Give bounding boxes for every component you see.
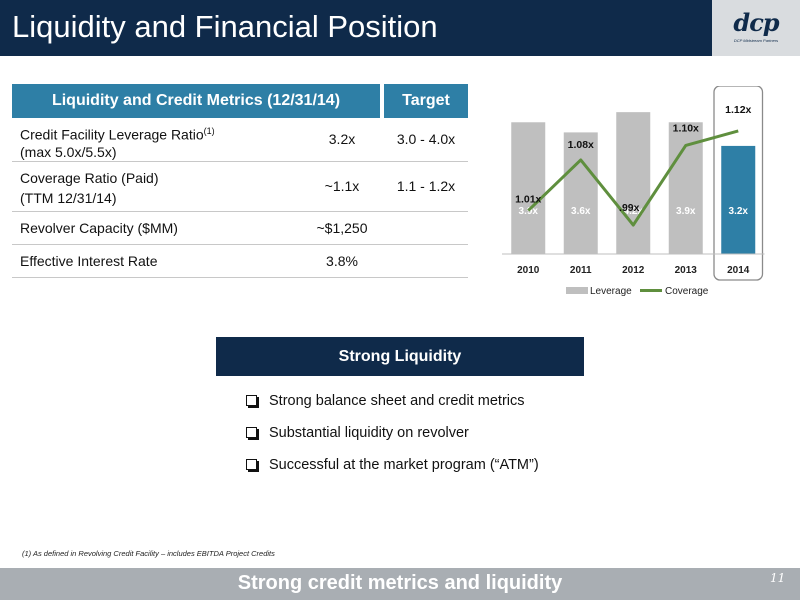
row-label: Credit Facility Leverage Ratio(1) (max 5… (20, 123, 215, 161)
legend-swatch-leverage (566, 287, 588, 294)
row-target: 3.0 - 4.0x (396, 131, 456, 147)
footnote: (1) As defined in Revolving Credit Facil… (22, 549, 275, 558)
chart-canvas: 3.9x 3.6x 4.2x 3.9x 3.2x 2010 2011 2012 2013 2014… (502, 85, 765, 297)
table-row: Coverage Ratio (Paid) (TTM 12/31/14) ~1.… (12, 162, 468, 212)
coverage-line (527, 129, 739, 227)
footer-tagline: Strong credit metrics and liquidity (237, 572, 563, 594)
x-tick-label: 2012 (622, 265, 645, 276)
checkbox-bullet-icon (246, 427, 257, 438)
row-value: ~$1,250 (316, 220, 368, 236)
leverage-bar (616, 112, 651, 254)
metrics-header-label: Liquidity and Credit Metrics (12/31/14) (12, 84, 380, 118)
coverage-data-label: .99x (619, 202, 640, 214)
row-label-line2: (TTM 12/31/14) (20, 190, 117, 206)
page-number: 11 (770, 571, 786, 585)
row-label: Coverage Ratio (Paid) (TTM 12/31/14) (20, 168, 159, 208)
logo-tagline: DCP Midstream Partners (733, 38, 779, 43)
x-tick-label: 2011 (570, 265, 592, 276)
checkbox-bullet-icon (246, 459, 257, 470)
row-label: Revolver Capacity ($MM) (20, 220, 178, 236)
bullet-text: Successful at the market program (“ATM”) (269, 457, 539, 473)
table-row: Revolver Capacity ($MM) ~$1,250 (12, 212, 468, 245)
legend-label-coverage: Coverage (665, 286, 709, 297)
page-title: Liquidity and Financial Position (12, 9, 438, 44)
list-item: Substantial liquidity on revolver (246, 423, 606, 455)
footnote-ref: (1) (203, 126, 215, 136)
table-row: Credit Facility Leverage Ratio(1) (max 5… (12, 118, 468, 162)
row-target: 1.1 - 1.2x (396, 178, 456, 194)
legend-label-leverage: Leverage (590, 286, 632, 297)
row-label-line1: Credit Facility Leverage Ratio (20, 126, 204, 143)
highlight-frame (713, 85, 764, 281)
leverage-bar (563, 132, 598, 254)
row-value: ~1.1x (324, 178, 360, 194)
x-tick-label: 2014 (727, 265, 750, 276)
company-logo: dcp DCP Midstream Partners (712, 0, 800, 56)
row-label-line1: Coverage Ratio (Paid) (20, 170, 159, 186)
leverage-data-label: 3.2x (729, 206, 749, 217)
bullet-text: Substantial liquidity on revolver (269, 425, 469, 441)
row-value: 3.2x (328, 131, 356, 147)
x-tick-label: 2010 (517, 265, 540, 276)
leverage-bar (511, 122, 546, 254)
coverage-data-label: 1.12x (725, 104, 751, 116)
row-label-line2: (max 5.0x/5.5x) (20, 143, 117, 160)
liquidity-bullets: Strong balance sheet and credit metrics … (246, 391, 606, 487)
liquidity-banner: Strong Liquidity (216, 337, 584, 376)
leverage-data-label: 3.6x (571, 206, 591, 217)
checkbox-bullet-icon (246, 395, 257, 406)
leverage-coverage-chart: 3.9x 3.6x 4.2x 3.9x 3.2x 2010 2011 2012 2013 2014… (500, 85, 770, 306)
leverage-bar (721, 145, 756, 254)
x-tick-label: 2013 (675, 265, 698, 276)
leverage-data-label: 3.9x (676, 206, 696, 217)
leverage-data-label: 3.9x (519, 206, 539, 217)
bullet-text: Strong balance sheet and credit metrics (269, 393, 525, 409)
table-row: Effective Interest Rate 3.8% (12, 245, 468, 278)
coverage-data-label: 1.10x (673, 122, 699, 134)
leverage-data-label: 4.2x (624, 206, 644, 217)
header-bar: Liquidity and Financial Position dcp DCP… (0, 0, 800, 56)
row-label: Effective Interest Rate (20, 253, 158, 269)
row-value: 3.8% (326, 253, 358, 269)
coverage-data-label: 1.08x (568, 139, 594, 151)
metrics-header-target: Target (384, 84, 468, 118)
coverage-data-label: 1.01x (515, 194, 541, 206)
logo-wordmark: dcp (733, 8, 779, 37)
list-item: Strong balance sheet and credit metrics (246, 391, 606, 423)
list-item: Successful at the market program (“ATM”) (246, 455, 606, 487)
metrics-table: Liquidity and Credit Metrics (12/31/14) … (12, 84, 468, 278)
footer-bar: Strong credit metrics and liquidity (0, 568, 800, 600)
metrics-table-header: Liquidity and Credit Metrics (12/31/14) … (12, 84, 468, 118)
